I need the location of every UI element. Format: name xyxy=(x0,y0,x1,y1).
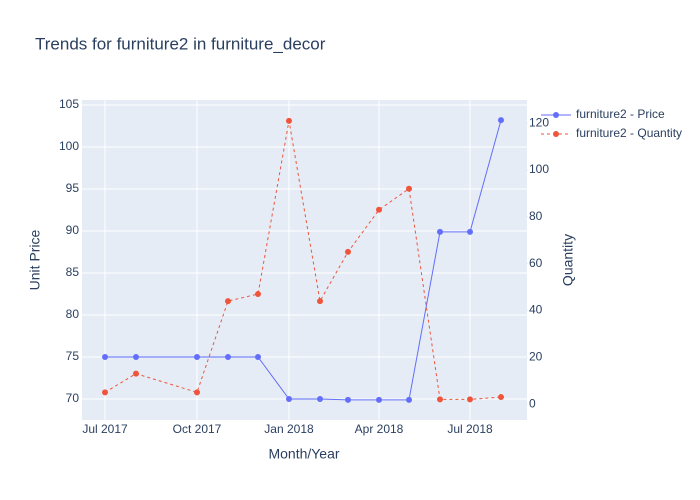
y-axis-title: Unit Price xyxy=(27,229,43,290)
data-point xyxy=(102,354,108,361)
data-point xyxy=(133,354,139,361)
data-point xyxy=(225,354,231,361)
data-point xyxy=(498,394,504,401)
y2-tick-label: 60 xyxy=(529,256,543,270)
data-point xyxy=(467,228,473,235)
chart-title: Trends for furniture2 in furniture_decor xyxy=(35,34,326,53)
data-point xyxy=(437,228,443,235)
data-point xyxy=(406,185,412,192)
y-tick-label: 70 xyxy=(66,391,80,405)
data-point xyxy=(498,117,504,124)
data-point xyxy=(317,396,323,403)
legend-marker xyxy=(553,131,559,137)
y-tick-label: 100 xyxy=(59,139,79,153)
y2-tick-label: 100 xyxy=(529,162,549,176)
data-point xyxy=(317,298,323,305)
data-point xyxy=(194,389,200,396)
y-tick-label: 75 xyxy=(66,349,80,363)
data-point xyxy=(102,389,108,396)
y-tick-label: 85 xyxy=(66,265,80,279)
data-point xyxy=(345,396,351,403)
legend-label: furniture2 - Quantity xyxy=(576,126,682,140)
y2-tick-label: 80 xyxy=(529,209,543,223)
x-axis-title: Month/Year xyxy=(268,446,339,462)
data-point xyxy=(345,248,351,255)
data-point xyxy=(437,396,443,403)
y-tick-label: 90 xyxy=(66,223,80,237)
data-point xyxy=(194,354,200,361)
x-tick-label: Apr 2018 xyxy=(355,422,404,436)
plot-area xyxy=(82,100,527,420)
data-point xyxy=(467,396,473,403)
legend-marker xyxy=(553,112,559,118)
y-tick-label: 80 xyxy=(66,307,80,321)
y2-tick-label: 120 xyxy=(529,115,549,129)
data-point xyxy=(133,370,139,377)
y-tick-label: 95 xyxy=(66,181,80,195)
y2-tick-label: 20 xyxy=(529,349,543,363)
y2-tick-label: 40 xyxy=(529,303,543,317)
legend-label: furniture2 - Price xyxy=(576,107,665,121)
data-point xyxy=(225,298,231,305)
data-point xyxy=(376,206,382,213)
y-tick-label: 105 xyxy=(59,97,79,111)
data-point xyxy=(255,354,261,361)
data-point xyxy=(255,291,261,298)
y2-tick-label: 0 xyxy=(529,396,536,410)
x-tick-label: Jul 2017 xyxy=(82,422,128,436)
data-point xyxy=(376,396,382,403)
data-point xyxy=(406,396,412,403)
data-point xyxy=(286,396,292,403)
x-tick-label: Jan 2018 xyxy=(264,422,314,436)
y2-axis-title: Quantity xyxy=(560,234,576,286)
x-tick-label: Oct 2017 xyxy=(173,422,222,436)
x-tick-label: Jul 2018 xyxy=(447,422,493,436)
data-point xyxy=(286,117,292,124)
